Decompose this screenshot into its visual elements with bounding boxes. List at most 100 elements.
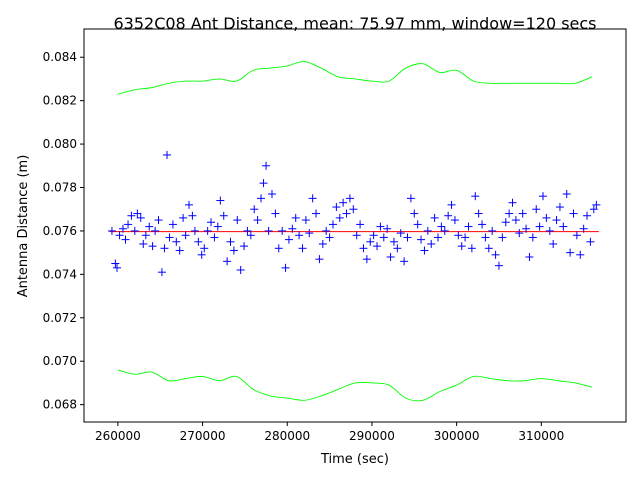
- data-point: [271, 209, 280, 218]
- data-point: [352, 231, 361, 240]
- data-point: [113, 263, 122, 272]
- data-point: [457, 242, 466, 251]
- data-point: [168, 220, 177, 229]
- data-point: [281, 263, 290, 272]
- data-point: [124, 220, 133, 229]
- data-point: [203, 226, 212, 235]
- data-point: [528, 233, 537, 242]
- x-tick-label: 260000: [95, 429, 141, 443]
- data-point: [471, 192, 480, 201]
- data-point: [236, 266, 245, 275]
- data-point: [179, 213, 188, 222]
- data-point: [250, 205, 259, 214]
- data-point: [262, 161, 271, 170]
- data-point: [437, 222, 446, 231]
- sample-points: [107, 150, 601, 277]
- data-point: [226, 237, 235, 246]
- data-point: [219, 211, 228, 220]
- data-point: [393, 244, 402, 253]
- data-point: [151, 226, 160, 235]
- data-point: [342, 209, 351, 218]
- plot-area: [107, 61, 601, 402]
- data-point: [194, 237, 203, 246]
- data-point: [481, 233, 490, 242]
- data-point: [157, 268, 166, 277]
- data-point: [569, 209, 578, 218]
- data-point: [535, 222, 544, 231]
- data-point: [383, 224, 392, 233]
- data-point: [491, 250, 500, 259]
- data-point: [562, 190, 571, 199]
- data-point: [362, 255, 371, 264]
- data-point: [295, 231, 304, 240]
- chart-title: 6352C08 Ant Distance, mean: 75.97 mm, wi…: [113, 14, 596, 33]
- data-point: [305, 229, 314, 238]
- data-point: [111, 259, 120, 268]
- x-tick-label: 310000: [518, 429, 564, 443]
- data-point: [197, 250, 206, 259]
- data-point: [118, 224, 127, 233]
- data-point: [467, 244, 476, 253]
- data-point: [165, 233, 174, 242]
- data-point: [389, 237, 398, 246]
- data-point: [256, 194, 265, 203]
- data-point: [545, 226, 554, 235]
- data-point: [345, 194, 354, 203]
- data-point: [413, 220, 422, 229]
- data-point: [328, 220, 337, 229]
- y-tick-label: 0.084: [43, 50, 77, 64]
- data-point: [190, 226, 199, 235]
- data-point: [175, 246, 184, 255]
- data-point: [121, 235, 130, 244]
- data-point: [447, 200, 456, 209]
- data-point: [274, 244, 283, 253]
- data-point: [478, 220, 487, 229]
- data-point: [325, 233, 334, 242]
- data-point: [403, 233, 412, 242]
- data-point: [505, 209, 514, 218]
- data-point: [332, 203, 341, 212]
- data-point: [376, 222, 385, 231]
- data-point: [298, 244, 307, 253]
- data-point: [213, 222, 222, 231]
- data-point: [508, 198, 517, 207]
- data-point: [366, 237, 375, 246]
- data-point: [223, 257, 232, 266]
- x-axis-label: Time (sec): [320, 452, 389, 467]
- y-tick-label: 0.070: [43, 354, 77, 368]
- data-point: [301, 216, 310, 225]
- data-point: [579, 224, 588, 233]
- data-point: [511, 216, 520, 225]
- data-point: [369, 231, 378, 240]
- data-point: [233, 216, 242, 225]
- y-tick-label: 0.074: [43, 267, 77, 281]
- y-tick-label: 0.076: [43, 224, 77, 238]
- y-tick-label: 0.068: [43, 398, 77, 412]
- data-point: [539, 192, 548, 201]
- data-point: [555, 203, 564, 212]
- data-point: [583, 211, 592, 220]
- data-point: [430, 213, 439, 222]
- y-tick-label: 0.080: [43, 137, 77, 151]
- data-point: [315, 255, 324, 264]
- data-point: [542, 213, 551, 222]
- data-point: [501, 218, 510, 227]
- data-point: [417, 235, 426, 244]
- data-point: [243, 226, 252, 235]
- data-point: [444, 211, 453, 220]
- data-point: [518, 209, 527, 218]
- data-point: [549, 239, 558, 248]
- data-point: [185, 200, 194, 209]
- data-point: [373, 242, 382, 251]
- data-point: [379, 233, 388, 242]
- data-point: [229, 246, 238, 255]
- data-point: [127, 211, 136, 220]
- data-point: [522, 224, 531, 233]
- data-point: [484, 244, 493, 253]
- data-point: [246, 231, 255, 240]
- data-point: [154, 216, 163, 225]
- data-point: [433, 233, 442, 242]
- data-point: [461, 233, 470, 242]
